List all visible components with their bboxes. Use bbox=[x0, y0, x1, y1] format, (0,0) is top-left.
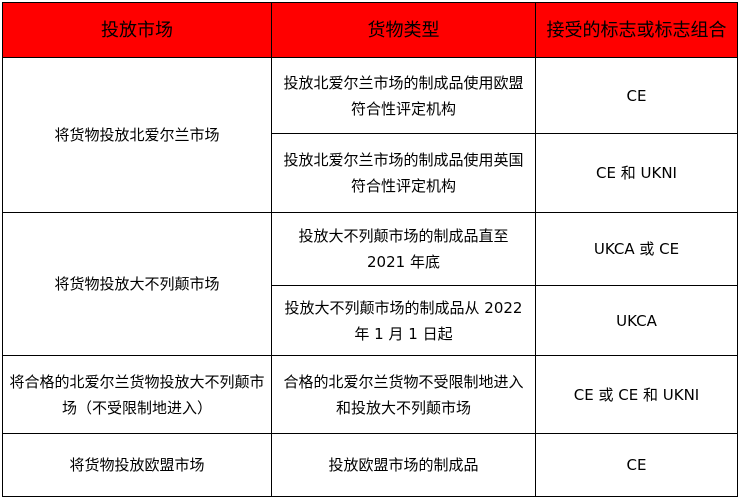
marking-cell: CE 或 CE 和 UKNI bbox=[535, 355, 738, 434]
goods-cell: 投放欧盟市场的制成品 bbox=[271, 433, 536, 497]
marking-cell: CE bbox=[535, 433, 738, 497]
header-marking: 接受的标志或标志组合 bbox=[535, 2, 738, 58]
marking-cell: CE 和 UKNI bbox=[535, 133, 738, 213]
table-row: 将货物投放欧盟市场 投放欧盟市场的制成品 CE bbox=[2, 433, 738, 497]
header-row: 投放市场 货物类型 接受的标志或标志组合 bbox=[2, 2, 738, 58]
header-market: 投放市场 bbox=[2, 2, 272, 58]
table-row: 将货物投放北爱尔兰市场 投放北爱尔兰市场的制成品使用欧盟符合性评定机构 CE bbox=[2, 57, 738, 213]
goods-cell: 合格的北爱尔兰货物不受限制地进入和投放大不列颠市场 bbox=[271, 355, 536, 434]
table-row: 将合格的北爱尔兰货物投放大不列颠市场（不受限制地进入） 合格的北爱尔兰货物不受限… bbox=[2, 355, 738, 434]
marking-cell: UKCA bbox=[535, 285, 738, 356]
goods-cell: 投放大不列颠市场的制成品从 2022 年 1 月 1 日起 bbox=[271, 285, 536, 356]
market-cell: 将货物投放欧盟市场 bbox=[2, 433, 272, 497]
table-row: 将货物投放大不列颠市场 投放大不列颠市场的制成品直至 2021 年底 UKCA … bbox=[2, 212, 738, 356]
table-row: 投放北爱尔兰市场的制成品使用英国符合性评定机构 CE 和 UKNI bbox=[3, 133, 738, 213]
goods-cell: 投放大不列颠市场的制成品直至 2021 年底 bbox=[271, 212, 536, 286]
market-cell: 将合格的北爱尔兰货物投放大不列颠市场（不受限制地进入） bbox=[2, 355, 272, 434]
market-cell: 将货物投放大不列颠市场 bbox=[2, 212, 272, 356]
header-goods-type: 货物类型 bbox=[271, 2, 536, 58]
market-cell: 将货物投放北爱尔兰市场 bbox=[2, 57, 272, 213]
table-row: 投放大不列颠市场的制成品从 2022 年 1 月 1 日起 UKCA bbox=[3, 285, 738, 356]
goods-cell: 投放北爱尔兰市场的制成品使用欧盟符合性评定机构 bbox=[271, 57, 536, 134]
goods-cell: 投放北爱尔兰市场的制成品使用英国符合性评定机构 bbox=[271, 133, 536, 213]
marking-cell: UKCA 或 CE bbox=[535, 212, 738, 286]
marking-cell: CE bbox=[535, 57, 738, 134]
